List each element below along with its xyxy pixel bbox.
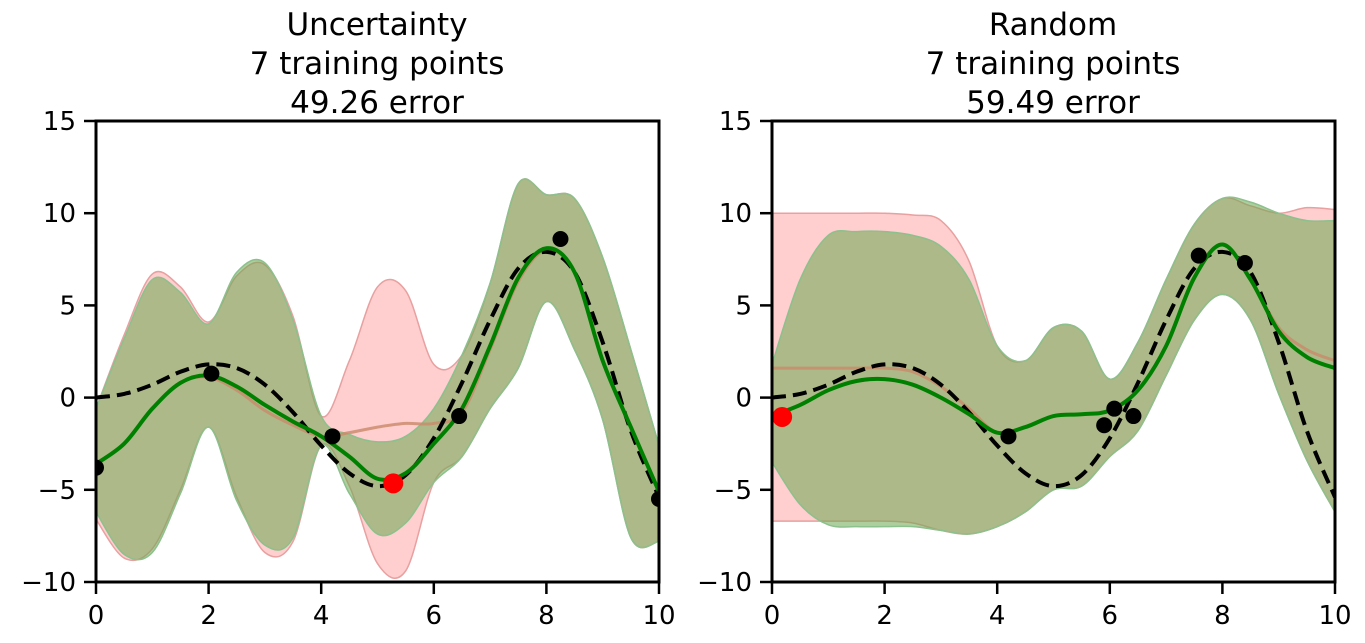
y-tick-label: 5 bbox=[59, 291, 76, 321]
chart-subtitle: 7 training points bbox=[926, 46, 1181, 82]
y-tick-label: −5 bbox=[714, 476, 752, 506]
training-point bbox=[324, 428, 341, 445]
chart-subtitle: 59.49 error bbox=[966, 85, 1140, 121]
training-point bbox=[203, 365, 220, 382]
true-function-line bbox=[772, 249, 1335, 498]
new-sample-point bbox=[383, 473, 404, 494]
chart-title: Random bbox=[989, 7, 1117, 43]
x-tick-label: 4 bbox=[989, 601, 1006, 631]
training-point bbox=[651, 491, 659, 508]
x-tick-label: 8 bbox=[1214, 601, 1231, 631]
x-tick-label: 4 bbox=[313, 601, 330, 631]
y-tick-label: 0 bbox=[735, 384, 752, 414]
y-tick-label: −5 bbox=[38, 476, 76, 506]
y-tick-label: 10 bbox=[43, 199, 76, 229]
chart-subtitle: 49.26 error bbox=[290, 85, 464, 121]
training-point bbox=[552, 231, 569, 248]
training-point bbox=[451, 408, 468, 425]
posterior-confidence-band bbox=[772, 196, 1335, 535]
plot-area bbox=[96, 178, 659, 580]
true-function-line bbox=[96, 249, 659, 498]
x-tick-label: 0 bbox=[88, 601, 105, 631]
x-tick-label: 6 bbox=[426, 601, 443, 631]
training-point bbox=[1190, 247, 1207, 264]
x-tick-label: 2 bbox=[200, 601, 217, 631]
x-tick-label: 6 bbox=[1102, 601, 1119, 631]
training-point bbox=[96, 459, 104, 476]
chart-subtitle: 7 training points bbox=[250, 46, 505, 82]
y-tick-label: 10 bbox=[719, 199, 752, 229]
x-tick-label: 10 bbox=[642, 601, 675, 631]
y-tick-label: −10 bbox=[697, 568, 752, 598]
training-point bbox=[1106, 400, 1123, 417]
y-tick-label: 15 bbox=[719, 107, 752, 137]
plot-area bbox=[772, 196, 1335, 535]
y-tick-label: −10 bbox=[21, 568, 76, 598]
x-tick-label: 2 bbox=[876, 601, 893, 631]
x-tick-label: 10 bbox=[1318, 601, 1351, 631]
training-point bbox=[1236, 254, 1253, 271]
chart-title: Uncertainty bbox=[286, 7, 467, 43]
y-tick-label: 15 bbox=[43, 107, 76, 137]
training-point bbox=[1000, 428, 1017, 445]
training-point bbox=[1096, 417, 1113, 434]
y-tick-label: 0 bbox=[59, 384, 76, 414]
plot-frame bbox=[770, 119, 1337, 584]
new-sample-point bbox=[772, 406, 793, 427]
y-tick-label: 5 bbox=[735, 291, 752, 321]
x-tick-label: 0 bbox=[764, 601, 781, 631]
x-tick-label: 8 bbox=[538, 601, 555, 631]
plot-frame bbox=[94, 119, 661, 584]
training-point bbox=[1125, 408, 1142, 425]
